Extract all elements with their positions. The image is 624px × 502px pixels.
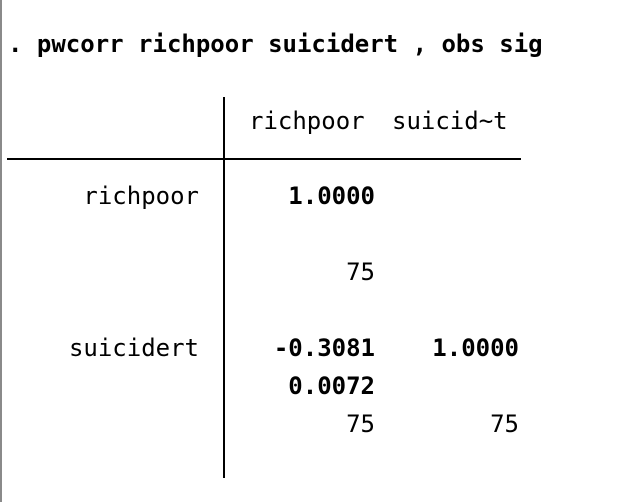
- corr-suicidert-suicidert: 1.0000: [432, 334, 519, 362]
- column-header-suicidert: suicid~t: [392, 107, 508, 135]
- row-label-richpoor: richpoor: [83, 182, 199, 210]
- window-left-border: [0, 0, 2, 502]
- obs-suicidert-richpoor: 75: [346, 410, 375, 438]
- column-header-richpoor: richpoor: [249, 107, 365, 135]
- obs-suicidert-suicidert: 75: [490, 410, 519, 438]
- corr-richpoor-richpoor: 1.0000: [288, 182, 375, 210]
- command-line: . pwcorr richpoor suicidert , obs sig: [8, 30, 543, 58]
- corr-suicidert-richpoor: -0.3081: [273, 334, 375, 362]
- table-vertical-divider: [223, 97, 225, 478]
- obs-richpoor-richpoor: 75: [346, 258, 375, 286]
- table-header-rule: [7, 158, 521, 160]
- row-label-suicidert: suicidert: [68, 334, 199, 362]
- sig-suicidert-richpoor: 0.0072: [288, 372, 375, 400]
